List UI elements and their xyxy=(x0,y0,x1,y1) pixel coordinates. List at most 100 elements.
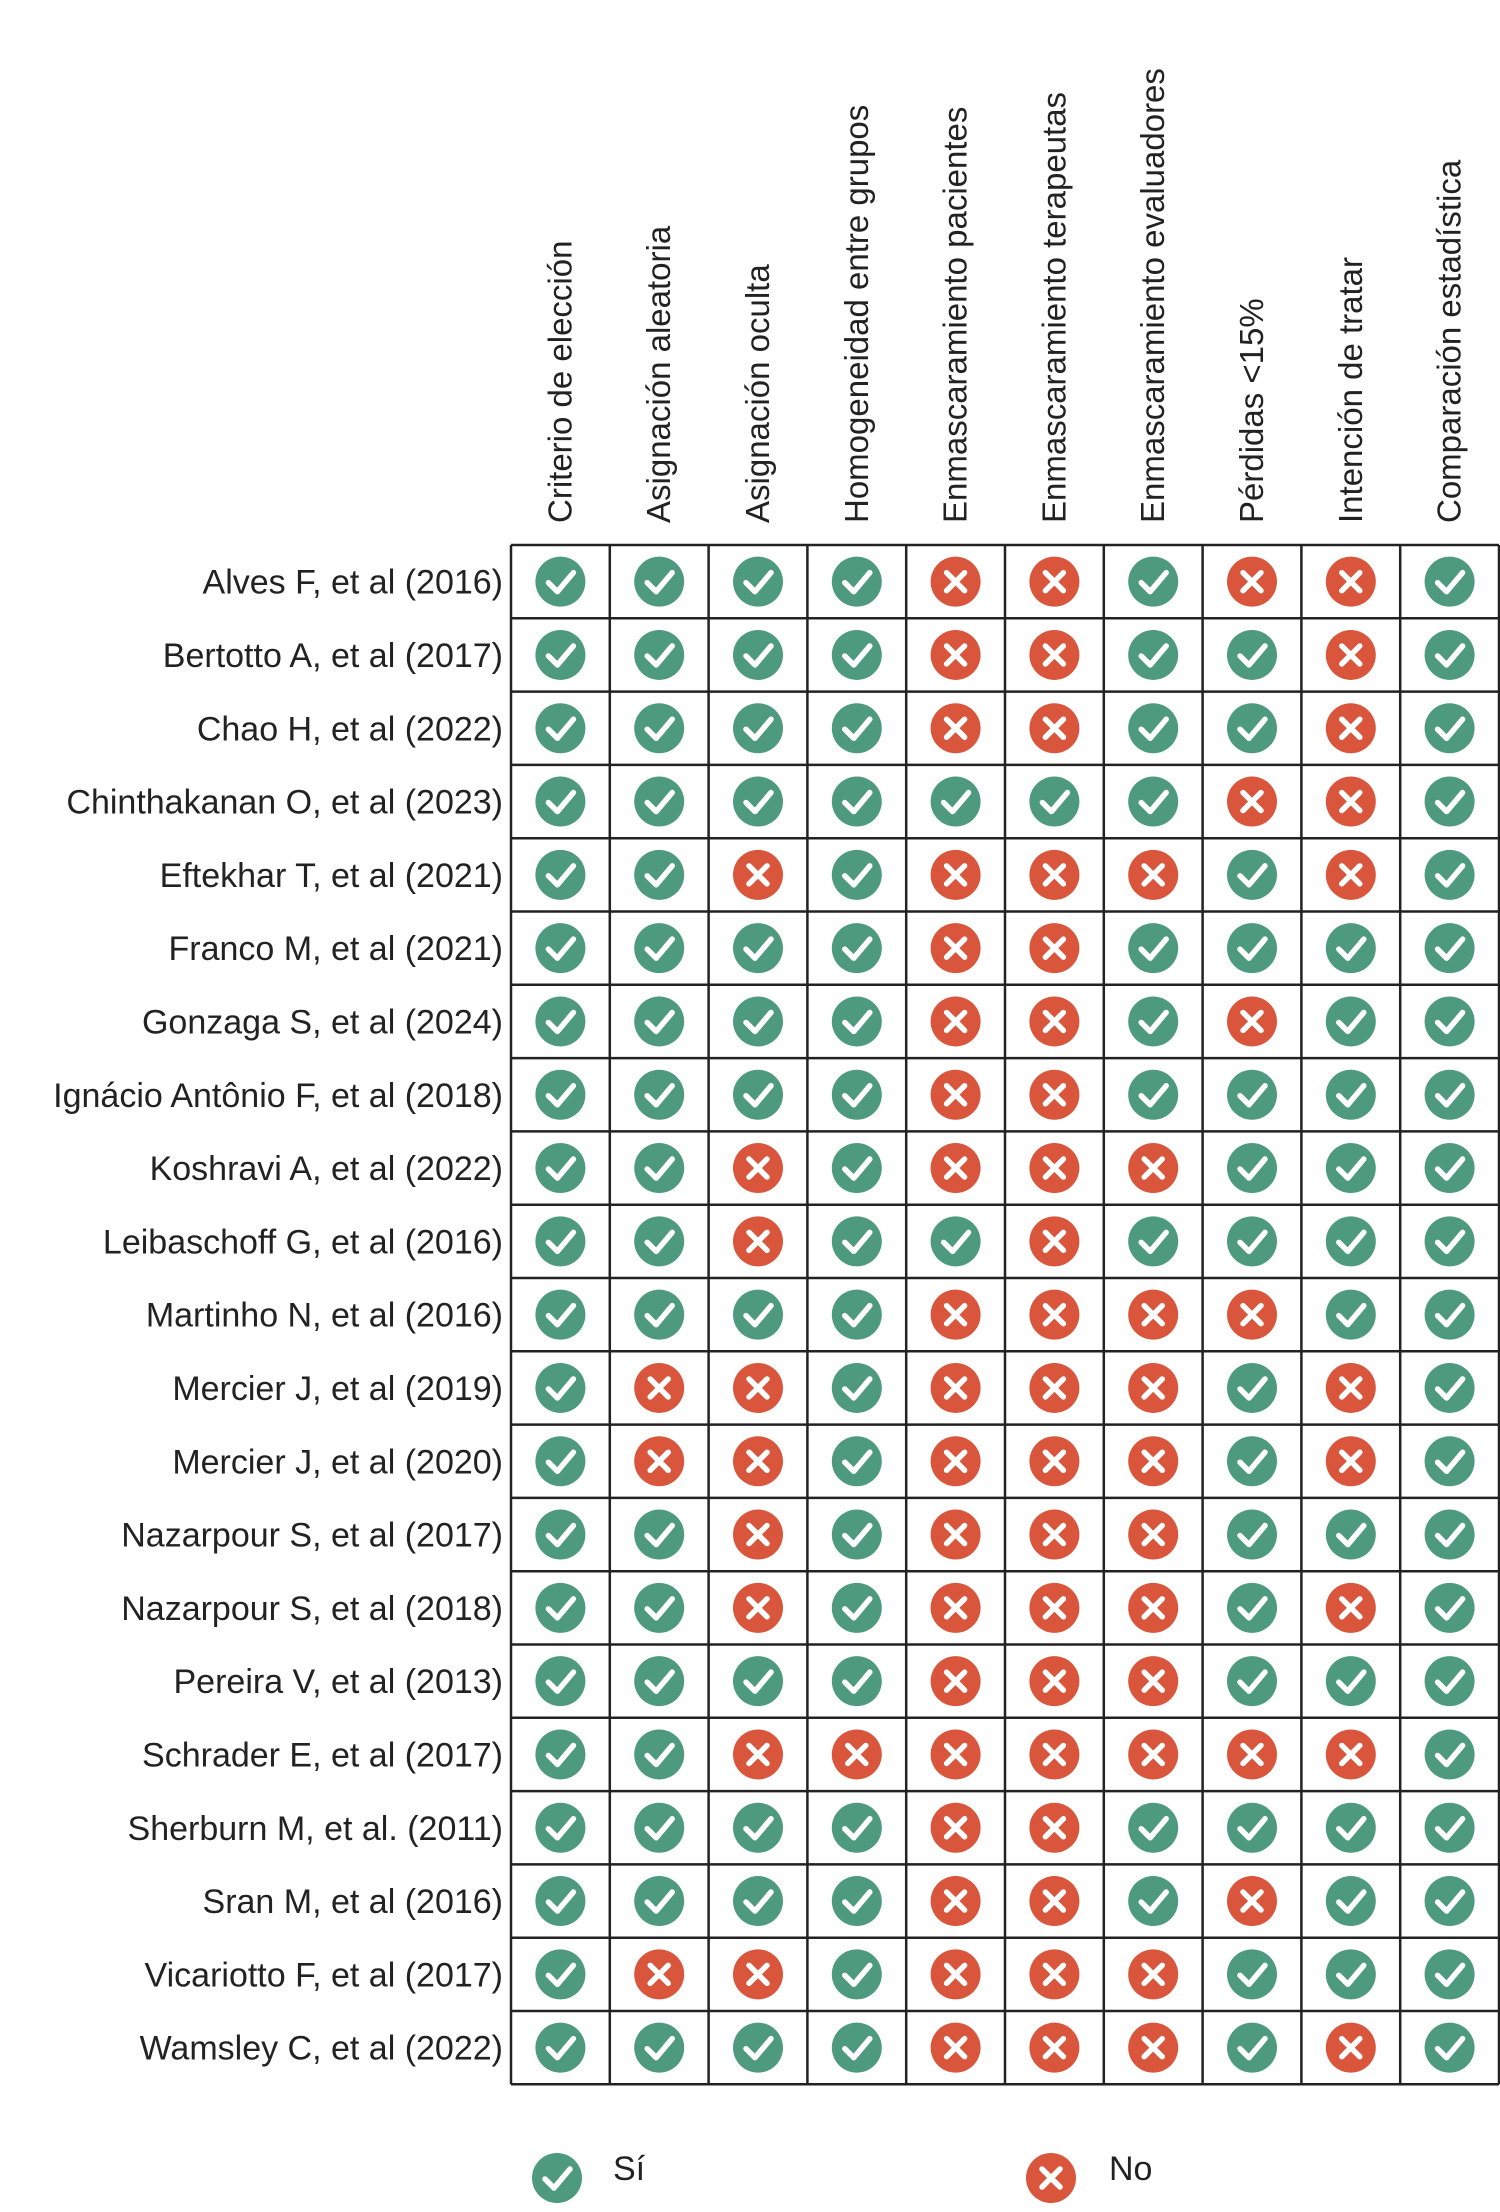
check-icon xyxy=(634,849,685,900)
check-icon xyxy=(634,629,685,680)
cross-icon xyxy=(930,1729,981,1780)
row-label: Wamsley C, et al (2022) xyxy=(140,2030,503,2068)
cross-icon xyxy=(1325,1436,1376,1487)
check-icon xyxy=(1128,1876,1179,1927)
check-icon xyxy=(535,1216,586,1267)
row-label: Schrader E, et al (2017) xyxy=(142,1736,503,1774)
row-label: Pereira V, et al (2013) xyxy=(174,1663,504,1701)
cross-icon xyxy=(1128,1289,1179,1340)
cross-icon xyxy=(1325,1729,1376,1780)
check-icon xyxy=(1128,776,1179,827)
check-icon xyxy=(1424,1802,1475,1853)
check-icon xyxy=(733,1656,783,1707)
column-label: Pérdidas <15% xyxy=(1233,298,1270,523)
check-icon xyxy=(930,1216,981,1267)
check-icon xyxy=(1424,1509,1475,1560)
check-icon xyxy=(634,1069,685,1120)
check-icon xyxy=(634,2022,685,2073)
check-icon xyxy=(1424,1362,1475,1413)
row-label: Leibaschoff G, et al (2016) xyxy=(103,1223,503,1261)
column-label: Criterio de elección xyxy=(541,241,578,523)
check-icon xyxy=(733,556,783,607)
check-icon xyxy=(1227,1436,1277,1487)
check-icon xyxy=(733,1876,783,1927)
check-icon xyxy=(535,703,586,754)
cross-icon xyxy=(1128,1656,1179,1707)
cross-icon xyxy=(1128,849,1179,900)
row-label: Sherburn M, et al. (2011) xyxy=(128,1810,503,1848)
cross-icon xyxy=(1325,776,1376,827)
column-label: Enmascaramiento pacientes xyxy=(937,107,974,523)
check-icon xyxy=(930,776,981,827)
row-label: Nazarpour S, et al (2018) xyxy=(121,1590,503,1628)
check-icon xyxy=(1128,1216,1179,1267)
check-icon xyxy=(535,1656,586,1707)
check-icon xyxy=(831,1362,882,1413)
row-label: Alves F, et al (2016) xyxy=(203,564,503,602)
check-icon xyxy=(831,1876,882,1927)
check-icon xyxy=(831,629,882,680)
check-icon xyxy=(535,1802,586,1853)
row-label: Chao H, et al (2022) xyxy=(197,710,503,748)
cross-icon xyxy=(1128,1582,1179,1633)
check-icon xyxy=(831,923,882,974)
check-icon xyxy=(535,1729,586,1780)
check-icon xyxy=(1128,1069,1179,1120)
cross-icon xyxy=(1325,1582,1376,1633)
check-icon xyxy=(1227,2022,1277,2073)
check-icon xyxy=(634,703,685,754)
cross-icon xyxy=(831,1729,882,1780)
check-icon xyxy=(1424,1582,1475,1633)
cross-icon xyxy=(733,1949,783,2000)
cross-icon xyxy=(1128,1143,1179,1194)
check-icon xyxy=(1128,923,1179,974)
check-icon xyxy=(634,776,685,827)
check-icon xyxy=(831,776,882,827)
check-icon xyxy=(1424,776,1475,827)
cross-icon xyxy=(1325,703,1376,754)
check-icon xyxy=(634,1582,685,1633)
check-icon xyxy=(1424,629,1475,680)
cross-icon xyxy=(1128,2022,1179,2073)
check-icon xyxy=(831,2022,882,2073)
row-label: Nazarpour S, et al (2017) xyxy=(121,1517,503,1555)
check-icon xyxy=(831,1289,882,1340)
check-icon xyxy=(733,1289,783,1340)
check-icon xyxy=(831,1949,882,2000)
table-cells xyxy=(535,556,1475,2073)
check-icon xyxy=(1128,556,1179,607)
column-label: Asignación oculta xyxy=(739,264,776,523)
row-label: Martinho N, et al (2016) xyxy=(146,1297,503,1335)
cross-icon xyxy=(1227,996,1277,1047)
check-icon xyxy=(1325,1069,1376,1120)
cross-icon xyxy=(1029,1582,1080,1633)
check-icon xyxy=(634,1216,685,1267)
cross-icon xyxy=(1029,849,1080,900)
cross-icon xyxy=(930,1436,981,1487)
legend: Sí No xyxy=(532,2150,1152,2203)
row-label: Ignácio Antônio F, et al (2018) xyxy=(53,1077,503,1115)
cross-icon xyxy=(930,1362,981,1413)
check-icon xyxy=(733,776,783,827)
check-icon xyxy=(1424,1729,1475,1780)
check-icon xyxy=(1424,996,1475,1047)
cross-icon xyxy=(1029,996,1080,1047)
check-icon xyxy=(634,556,685,607)
cross-icon xyxy=(930,703,981,754)
cross-icon xyxy=(733,1582,783,1633)
row-label: Sran M, et al (2016) xyxy=(203,1883,503,1921)
row-label: Mercier J, et al (2020) xyxy=(172,1443,503,1481)
cross-icon xyxy=(930,629,981,680)
cross-icon xyxy=(1128,1729,1179,1780)
check-icon xyxy=(1424,923,1475,974)
check-icon xyxy=(1424,1216,1475,1267)
cross-icon xyxy=(1227,556,1277,607)
check-icon xyxy=(1227,849,1277,900)
check-icon xyxy=(1325,1876,1376,1927)
column-label: Comparación estadística xyxy=(1431,159,1468,523)
legend-item: Sí xyxy=(532,2150,646,2203)
check-icon xyxy=(535,1289,586,1340)
cross-icon xyxy=(1029,1362,1080,1413)
check-icon xyxy=(733,2022,783,2073)
